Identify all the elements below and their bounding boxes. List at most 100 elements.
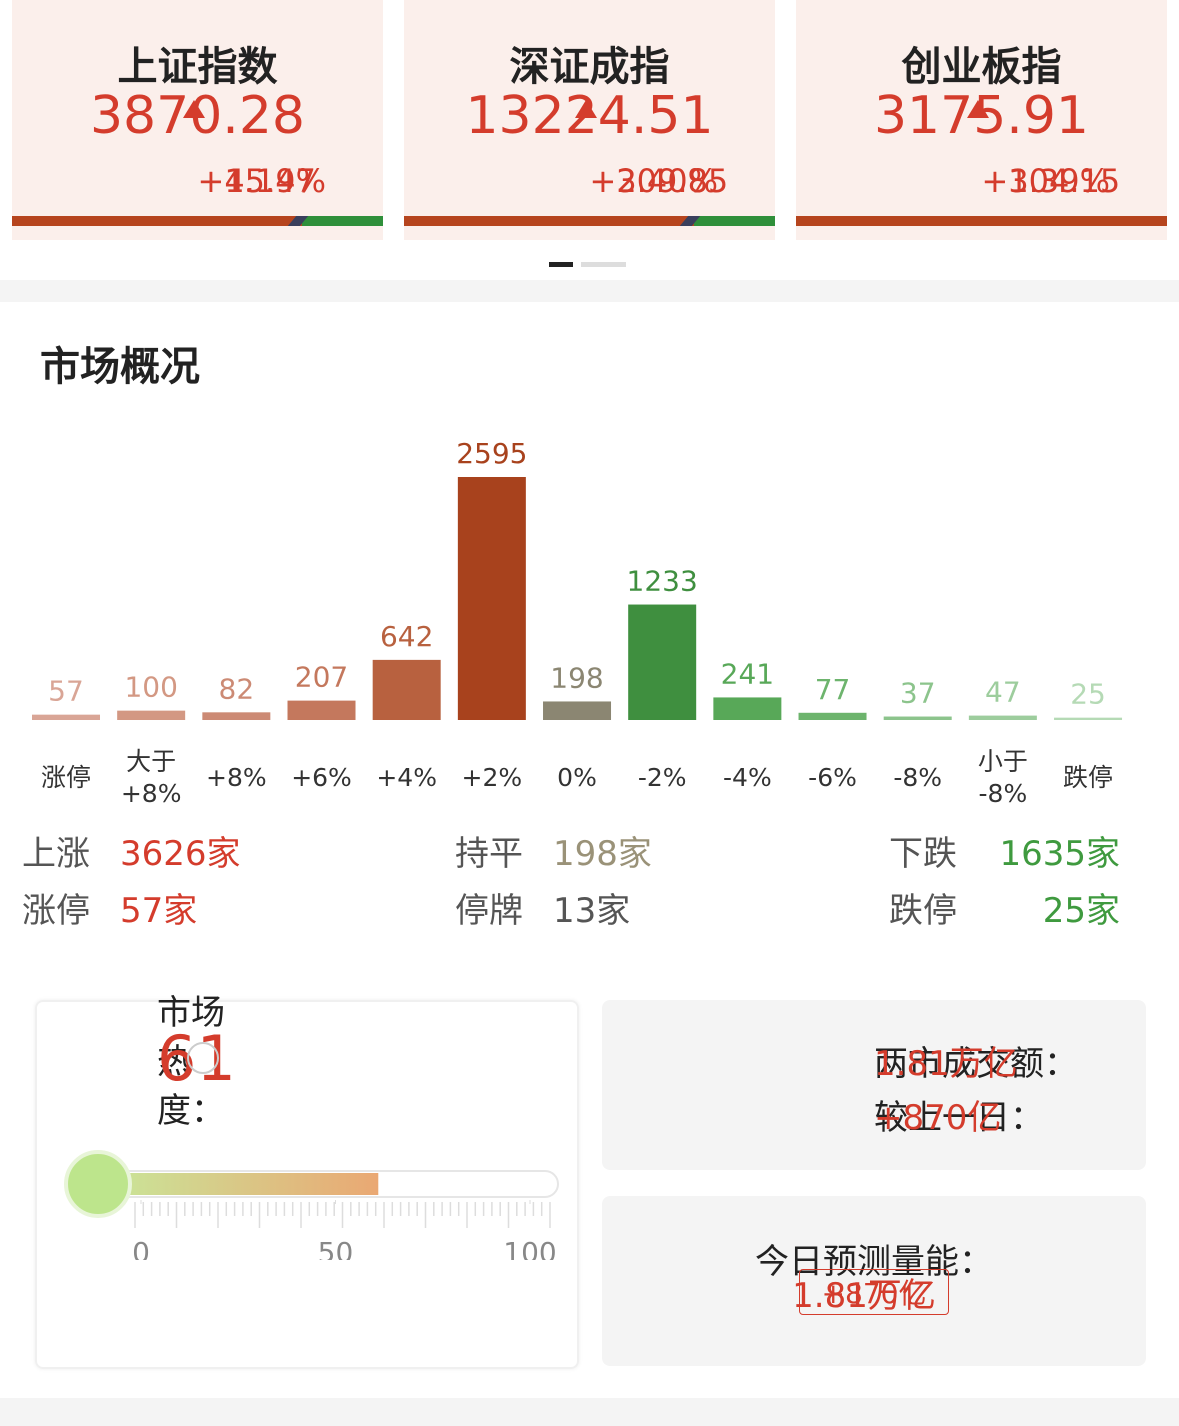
bar <box>117 710 186 720</box>
index-percent: +1.19% <box>197 162 326 200</box>
heat-panel <box>35 1000 579 1369</box>
index-percent: +2.40% <box>589 162 718 200</box>
bar <box>628 604 697 720</box>
summary-value: 57家 <box>120 891 198 931</box>
separator <box>0 280 1179 302</box>
category-label: +8% <box>206 763 267 792</box>
turnover-value: 1.81万亿 <box>874 1044 1018 1084</box>
pager-dot <box>581 262 626 267</box>
index-name: 上证指数 <box>117 44 278 90</box>
category-label: +6% <box>291 763 352 792</box>
category-label: 跌停 <box>1063 763 1114 792</box>
index-change: +309.85 <box>589 162 729 200</box>
summary-value: 3626家 <box>120 834 241 874</box>
summary-value: 25家 <box>1042 891 1120 931</box>
bar <box>1054 717 1123 720</box>
index-card: 上证指数 3870.28 +45.47 +1.19% <box>12 0 383 240</box>
category-label: -4% <box>723 763 772 792</box>
bar <box>457 477 526 720</box>
index-value-row: 13224.51 <box>404 86 775 146</box>
up-arrow <box>182 100 205 118</box>
tick-label: 100 <box>503 1236 556 1260</box>
value-label: 37 <box>900 677 936 710</box>
index-percent: +3.39% <box>981 162 1110 200</box>
index-band-down <box>694 216 775 226</box>
index-change: +45.47 <box>197 162 316 200</box>
value-label: 47 <box>985 676 1021 709</box>
bar <box>883 716 952 720</box>
category-label: -2% <box>637 763 687 792</box>
value-label: 207 <box>295 661 348 694</box>
summary-value: 198家 <box>553 834 652 874</box>
bar <box>287 700 356 720</box>
up-arrow <box>966 100 989 118</box>
value-label: 100 <box>124 671 177 704</box>
summary-label: 下跌 <box>889 834 957 874</box>
summary-label: 涨停 <box>22 891 90 931</box>
index-value-row: 3870.28 <box>12 86 383 146</box>
index-band-down <box>302 216 383 226</box>
help-icon <box>187 1042 219 1074</box>
value-label: 642 <box>380 620 433 653</box>
forecast-panel <box>602 1196 1146 1366</box>
category-label: 0% <box>557 763 597 792</box>
pager-dot-active <box>549 262 573 267</box>
turnover-label: 两市成交额： <box>874 1044 1078 1084</box>
up-arrow <box>574 100 597 118</box>
gauge-fill <box>98 1173 379 1195</box>
summary-value: 1635家 <box>999 834 1120 874</box>
heat-label: 市场热度： <box>157 992 225 1131</box>
category-label: -6% <box>808 763 857 792</box>
value-label: 241 <box>721 657 774 690</box>
category-label: 大于 +8% <box>120 747 182 808</box>
bar-chart: 57 100 82 207 642 2595 198 1233 241 77 37 47 25 <box>32 437 1123 720</box>
bar <box>202 712 271 720</box>
gauge-knob <box>64 1150 132 1218</box>
index-name: 深证成指 <box>509 44 670 90</box>
value-label: 25 <box>1070 678 1106 711</box>
tick-label: 50 <box>318 1236 354 1260</box>
category-label: 小于 -8% <box>977 747 1028 808</box>
turnover-change-label: 较上一日： <box>874 1098 1044 1138</box>
bar <box>372 659 441 720</box>
index-value-row: 3175.91 <box>796 86 1167 146</box>
index-band <box>12 216 383 226</box>
index-band <box>796 216 1167 226</box>
index-change: +104.15 <box>981 162 1121 200</box>
index-card: 创业板指 3175.91 +104.15 +3.39% <box>796 0 1167 240</box>
summary-label: 停牌 <box>455 891 523 931</box>
summary-label: 持平 <box>455 834 523 874</box>
value-label: 2595 <box>456 437 527 470</box>
index-card: 深证成指 13224.51 +309.85 +2.40% <box>404 0 775 240</box>
bar <box>32 714 100 720</box>
index-name: 创业板指 <box>901 44 1062 90</box>
bar <box>968 715 1037 720</box>
bar <box>713 697 782 720</box>
forecast-value: 1.81万亿 <box>792 1275 936 1316</box>
category-label: -8% <box>893 763 943 792</box>
tick-label: 0 <box>132 1236 150 1260</box>
section-title: 市场概况 <box>40 344 200 390</box>
forecast-change: +870亿 <box>798 1269 950 1315</box>
index-band <box>404 216 775 226</box>
value-label: 77 <box>815 673 851 706</box>
bar <box>798 712 867 720</box>
category-label: +2% <box>461 763 523 792</box>
bar <box>543 701 612 720</box>
turnover-change: +870亿 <box>874 1098 1002 1138</box>
heat-gauge: 0 50 100 <box>64 1150 559 1260</box>
category-label: +4% <box>376 763 437 792</box>
forecast-label: 今日预测量能： <box>755 1242 993 1282</box>
summary-value: 13家 <box>553 891 631 931</box>
category-label: 涨停 <box>40 763 91 792</box>
separator <box>0 1398 1179 1426</box>
value-label: 198 <box>550 661 603 694</box>
turnover-panel <box>602 1000 1146 1170</box>
value-label: 57 <box>48 675 84 708</box>
value-label: 1233 <box>627 565 698 598</box>
summary-label: 跌停 <box>889 891 957 931</box>
value-label: 82 <box>219 672 255 705</box>
summary-label: 上涨 <box>22 834 90 874</box>
